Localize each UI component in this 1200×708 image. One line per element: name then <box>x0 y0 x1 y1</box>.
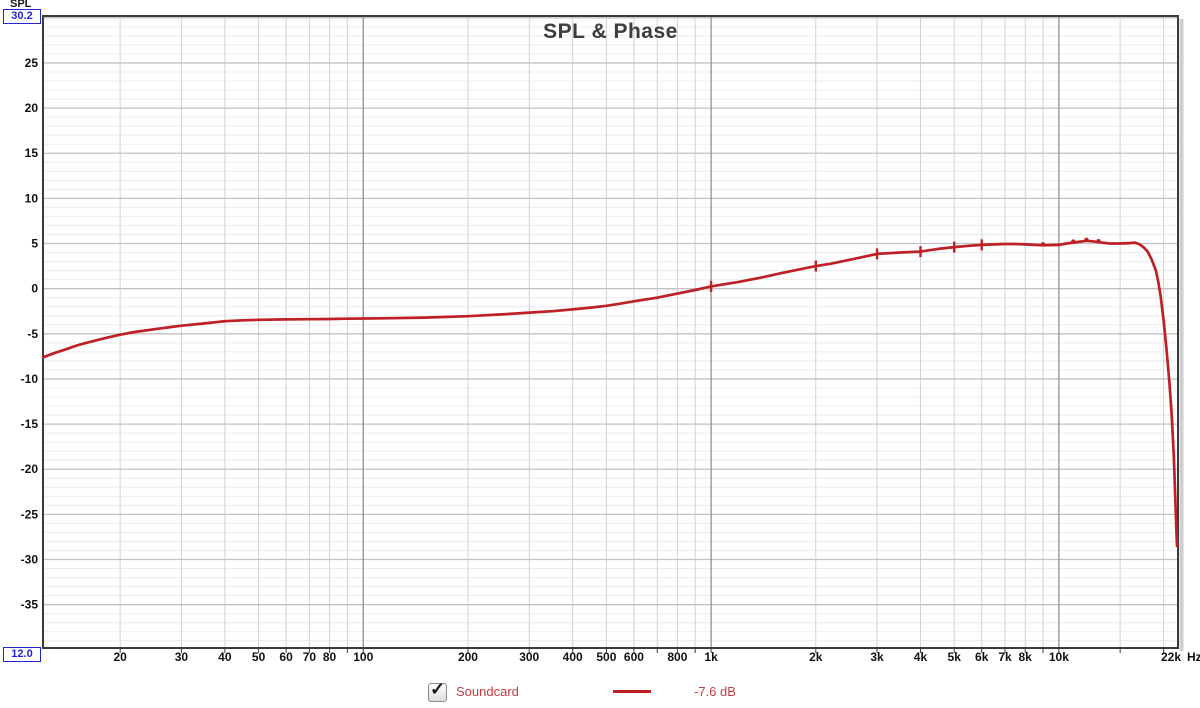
y-tick-label: 20 <box>25 101 39 115</box>
y-tick-label: 25 <box>25 56 39 70</box>
y-tick-label: -20 <box>21 462 39 476</box>
x-tick-label: 8k <box>1019 650 1033 664</box>
x-tick-label: 30 <box>175 650 189 664</box>
x-tick-label: 60 <box>279 650 293 664</box>
plot-frame <box>42 15 1179 649</box>
y-tick-label: -5 <box>27 327 38 341</box>
y-axis-name: SPL <box>10 0 32 10</box>
x-tick-label: 5k <box>948 650 962 664</box>
x-tick-label: 70 <box>303 650 317 664</box>
legend-series-label: Soundcard <box>456 684 519 699</box>
x-tick-label: 600 <box>624 650 644 664</box>
y-tick-label: 10 <box>25 191 39 205</box>
curve-marker-dot <box>1084 237 1089 243</box>
y-tick-label: -30 <box>21 553 39 567</box>
x-tick-label: 200 <box>458 650 478 664</box>
soundcard-checkbox[interactable]: ✓ <box>428 679 447 702</box>
spl-curve <box>41 239 1179 548</box>
x-tick-label: 80 <box>323 650 337 664</box>
curve-marker-dot <box>1040 242 1046 247</box>
y-tick-label: -35 <box>21 598 39 612</box>
curve-marker-dot <box>1096 238 1101 244</box>
y-tick-label: 5 <box>31 237 38 251</box>
legend-cursor-value: -7.6 dB <box>694 684 736 699</box>
plot-frame-shadow <box>1179 19 1184 651</box>
y-tick-label: -10 <box>21 372 39 386</box>
legend-line-swatch <box>613 690 651 693</box>
x-tick-label: 2k <box>809 650 823 664</box>
x-tick-label: 1k <box>704 650 718 664</box>
x-tick-label: 7k <box>998 650 1012 664</box>
y-tick-label: 0 <box>31 282 38 296</box>
x-tick-label: 500 <box>596 650 616 664</box>
x-tick-label: 50 <box>252 650 266 664</box>
x-axis-unit: Hz <box>1187 650 1200 664</box>
x-tick-label: 40 <box>218 650 232 664</box>
chart-title: SPL & Phase <box>543 20 678 43</box>
y-axis-max-field[interactable]: 30.2 <box>3 9 41 24</box>
y-tick-label: -15 <box>21 417 39 431</box>
x-tick-label: 20 <box>113 650 127 664</box>
y-tick-label: 15 <box>25 146 39 160</box>
x-axis-min-field[interactable]: 12.0 <box>3 647 41 662</box>
x-tick-label: 300 <box>519 650 539 664</box>
x-tick-label: 100 <box>353 650 373 664</box>
x-tick-label: 3k <box>870 650 884 664</box>
x-tick-label: 22k <box>1161 650 1181 664</box>
x-tick-label: 400 <box>563 650 583 664</box>
x-tick-label: 6k <box>975 650 989 664</box>
x-tick-label: 4k <box>914 650 928 664</box>
x-tick-label: 10k <box>1049 650 1069 664</box>
x-tick-label: 800 <box>667 650 687 664</box>
checkmark-icon: ✓ <box>430 679 446 699</box>
curve-marker-dot <box>1071 239 1076 244</box>
y-tick-label: -25 <box>21 507 39 521</box>
